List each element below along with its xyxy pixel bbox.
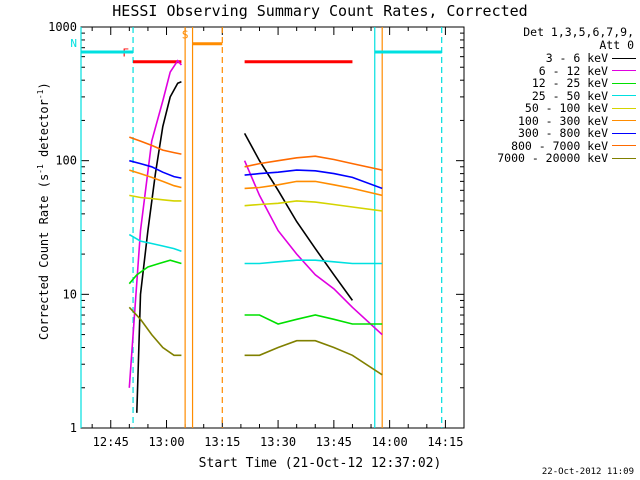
x-tick-label: 12:45	[93, 435, 129, 449]
legend-entry: 800 - 7000 keV	[472, 138, 636, 153]
y-axis-label-end: )	[37, 82, 51, 90]
legend-swatch	[612, 57, 636, 59]
y-axis-label-sup2: -1	[36, 89, 45, 100]
legend-swatch	[612, 120, 636, 122]
x-tick-label: 13:30	[260, 435, 296, 449]
legend: Det 1,3,5,6,7,9, Att 0 3 - 6 keV 6 - 12 k…	[472, 26, 636, 165]
x-tick-label: 13:45	[316, 435, 352, 449]
y-axis-label-main: Corrected Count Rate (s	[37, 173, 51, 340]
series-line	[244, 169, 383, 190]
legend-label: 300 - 800 keV	[517, 126, 608, 141]
series-line	[243, 133, 354, 301]
footer-date: 22-Oct-2012 11:09	[541, 467, 634, 477]
x-tick-label: 14:00	[372, 435, 408, 449]
legend-entry: 25 - 50 keV	[472, 88, 636, 103]
legend-entry: 7000 - 20000 keV	[472, 151, 636, 166]
series-line	[129, 136, 182, 155]
x-tick-label: 14:15	[427, 435, 463, 449]
legend-entry: 3 - 6 keV	[472, 51, 636, 66]
legend-swatch	[612, 132, 636, 134]
legend-swatch	[612, 82, 636, 84]
y-tick-label: 1	[70, 421, 77, 435]
legend-entry: 50 - 100 keV	[472, 101, 636, 116]
legend-label: 6 - 12 keV	[538, 63, 608, 78]
y-tick-label: 1000	[48, 20, 77, 34]
x-tick-label: 13:00	[148, 435, 184, 449]
legend-label: 25 - 50 keV	[531, 88, 608, 103]
legend-entry: 300 - 800 keV	[472, 126, 636, 141]
legend-entry: 6 - 12 keV	[472, 63, 636, 78]
legend-label: 100 - 300 keV	[517, 113, 608, 128]
chart-title: HESSI Observing Summary Count Rates, Cor…	[112, 2, 528, 20]
legend-entry: 12 - 25 keV	[472, 76, 636, 91]
series-line	[136, 80, 182, 413]
legend-header-line-1: Det 1,3,5,6,7,9,	[523, 25, 634, 39]
legend-label: 800 - 7000 keV	[511, 138, 608, 153]
x-tick-label: 13:15	[204, 435, 240, 449]
legend-label: 3 - 6 keV	[545, 51, 608, 66]
legend-swatch	[612, 145, 636, 147]
series-line	[244, 155, 383, 171]
series-line	[128, 306, 182, 357]
legend-entries: 3 - 6 keV 6 - 12 keV 12 - 25 keV 25 - 50 ke…	[472, 51, 636, 166]
legend-label: 12 - 25 keV	[531, 76, 608, 91]
y-axis-label-mid: detector	[37, 99, 51, 165]
legend-swatch	[612, 107, 636, 109]
series-line	[129, 169, 182, 189]
y-tick-label: 100	[55, 154, 77, 168]
series-line	[129, 159, 182, 179]
legend-swatch	[612, 95, 636, 97]
legend-header-line-2: Att 0	[599, 38, 634, 52]
y-axis-label-sup1: -1	[36, 164, 45, 174]
series-line	[244, 200, 383, 212]
series-line	[128, 233, 182, 253]
legend-label: 50 - 100 keV	[524, 101, 608, 116]
flag-bar-label: N	[70, 37, 77, 50]
x-axis-label: Start Time (21-Oct-12 12:37:02)	[198, 456, 442, 471]
legend-entry: 100 - 300 keV	[472, 113, 636, 128]
y-tick-label: 10	[63, 287, 77, 301]
y-axis-label: Corrected Count Rate (s-1 detector-1)	[36, 82, 51, 340]
series-line	[243, 160, 383, 336]
legend-swatch	[612, 70, 636, 72]
series-line	[244, 314, 383, 325]
series-line	[128, 259, 182, 285]
series-line	[244, 180, 383, 197]
series-line	[244, 259, 383, 265]
flag-bar-label: S	[182, 29, 189, 42]
series-line	[129, 194, 182, 202]
legend-swatch	[612, 157, 636, 159]
series-line	[244, 339, 383, 376]
series-line	[128, 59, 183, 388]
legend-label: 7000 - 20000 keV	[497, 151, 608, 166]
